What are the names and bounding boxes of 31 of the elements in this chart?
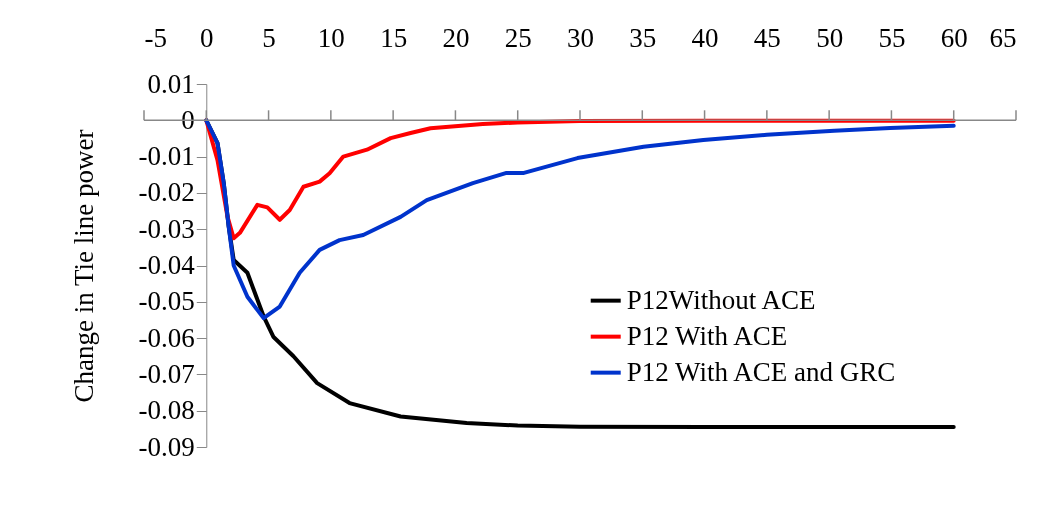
x-tick-label: 5	[262, 22, 276, 53]
x-tick-label: 65	[989, 22, 1017, 53]
y-tick-label: -0.06	[138, 322, 195, 353]
line-series	[204, 118, 956, 321]
legend-label: P12Without ACE	[626, 284, 816, 315]
x-tick-label: 15	[380, 22, 408, 53]
line-series	[204, 118, 956, 241]
x-tick-label: 10	[317, 22, 345, 53]
x-tick-label: 50	[816, 22, 844, 53]
legend-label: P12 With ACE and GRC	[626, 356, 896, 387]
x-tick-label: 20	[442, 22, 470, 53]
y-axis-title: Change in Tie line power	[68, 129, 99, 403]
x-tick-label: 0	[200, 22, 214, 53]
x-tick-label: 35	[629, 22, 657, 53]
x-tick-label: 60	[940, 22, 968, 53]
y-tick-label: -0.05	[138, 286, 195, 317]
y-tick-label: -0.02	[138, 177, 195, 208]
x-tick-label: 45	[753, 22, 781, 53]
y-tick-label: -0.09	[138, 431, 195, 462]
x-tick-label: -5	[144, 22, 167, 53]
y-tick-label: 0.01	[147, 68, 195, 99]
x-tick-label: 30	[567, 22, 594, 53]
legend-label: P12 With ACE	[626, 320, 788, 351]
y-tick-label: -0.08	[138, 395, 195, 426]
y-tick-label: -0.01	[138, 141, 195, 172]
y-tick-label: -0.03	[138, 213, 195, 244]
x-tick-label: 25	[504, 22, 532, 53]
y-tick-label: -0.07	[138, 358, 195, 389]
x-tick-label: 40	[691, 22, 719, 53]
y-tick-label: -0.04	[138, 250, 196, 280]
x-tick-label: 55	[878, 22, 906, 53]
